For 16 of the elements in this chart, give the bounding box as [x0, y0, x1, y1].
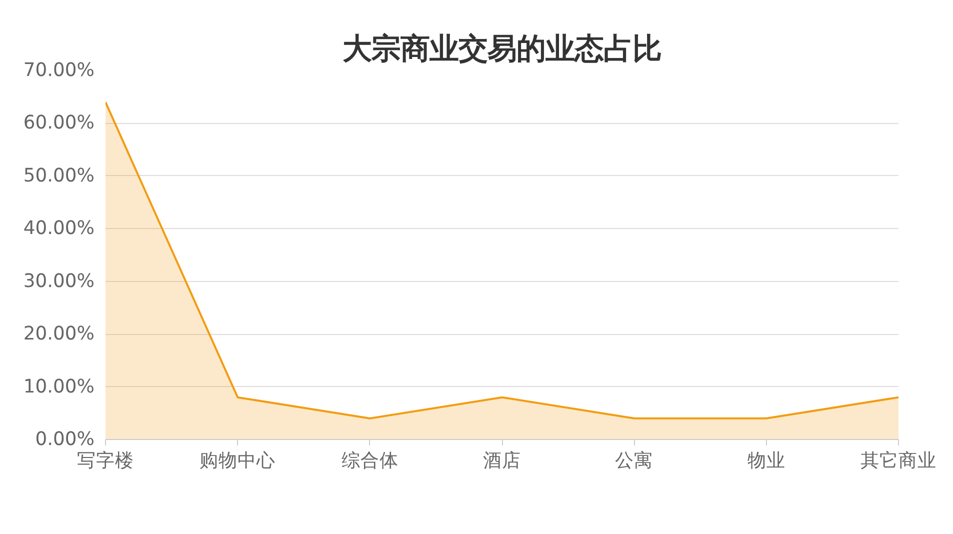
y-tick-label: 10.00%	[23, 376, 95, 398]
y-tick-label: 70.00%	[23, 60, 95, 81]
y-tick-label: 30.00%	[23, 270, 95, 292]
x-tick-label: 公寓	[615, 450, 654, 472]
y-tick-label: 0.00%	[35, 429, 95, 450]
x-tick-label: 综合体	[341, 450, 398, 472]
y-tick-label: 20.00%	[23, 324, 95, 345]
y-tick-label: 50.00%	[23, 165, 95, 186]
x-tick-label: 酒店	[483, 450, 521, 472]
x-tick-label: 购物中心	[200, 450, 276, 472]
x-tick-label: 写字楼	[77, 450, 134, 472]
chart-title: 大宗商业交易的业态占比	[342, 32, 662, 66]
x-tick-label: 其它商业	[860, 450, 936, 472]
x-tick-label: 物业	[747, 450, 786, 472]
y-tick-label: 40.00%	[23, 218, 95, 240]
y-tick-label: 60.00%	[23, 112, 95, 134]
